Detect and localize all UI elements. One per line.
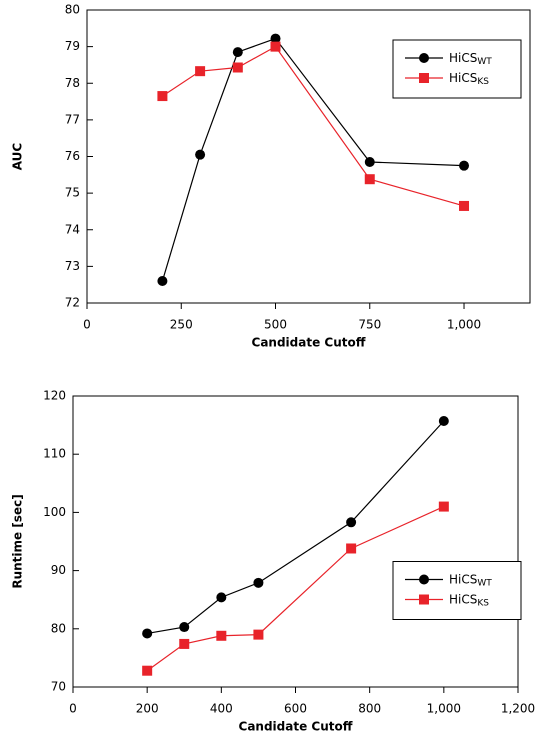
- legend-name: HiCS: [449, 71, 477, 85]
- legend-name: HiCS: [449, 592, 477, 606]
- x-tick-label: 1,000: [447, 318, 481, 332]
- x-tick-label: 200: [136, 702, 159, 716]
- legend-subscript: KS: [477, 598, 489, 608]
- series-line: [161, 37, 465, 282]
- legend-label: HiCSKS: [449, 592, 489, 608]
- x-tick-label: 1,200: [501, 702, 535, 716]
- legend-marker: [419, 73, 429, 83]
- marker: [270, 33, 281, 44]
- marker: [364, 174, 375, 185]
- legend-label: HiCSWT: [449, 572, 492, 588]
- y-tick-label: 74: [65, 222, 80, 236]
- legend-label: HiCSKS: [449, 71, 489, 87]
- y-tick-label: 76: [65, 149, 80, 163]
- marker: [216, 630, 227, 641]
- y-tick-label: 90: [51, 563, 66, 577]
- x-axis-label: Candidate Cutoff: [239, 720, 353, 734]
- legend-box: [392, 561, 522, 620]
- legend-marker: [419, 53, 429, 63]
- y-tick-label: 72: [65, 296, 80, 310]
- x-tick-label: 500: [264, 318, 287, 332]
- chart-panel: 72 73 74 75 76 77 78 79 80 0 250 500 750 1,000 Candida…: [11, 3, 531, 350]
- marker: [179, 622, 190, 633]
- marker: [253, 629, 264, 640]
- y-tick-label: 77: [65, 112, 80, 126]
- marker: [346, 517, 357, 528]
- marker: [232, 47, 243, 58]
- legend-box: [392, 39, 522, 99]
- y-axis-label: Runtime [sec]: [11, 494, 25, 588]
- legend-marker: [419, 574, 429, 585]
- marker: [195, 149, 206, 160]
- y-tick-label: 78: [65, 76, 80, 90]
- marker: [346, 543, 357, 554]
- series-line: [147, 420, 445, 635]
- legend-label: HiCSWT: [449, 51, 492, 67]
- marker: [157, 91, 168, 102]
- legend-subscript: WT: [477, 57, 492, 67]
- marker: [438, 416, 449, 427]
- marker: [438, 501, 449, 512]
- x-axis-label: Candidate Cutoff: [252, 336, 366, 350]
- y-tick-label: 80: [65, 3, 80, 17]
- y-tick-label: 73: [65, 259, 80, 273]
- y-tick-label: 79: [65, 39, 80, 53]
- x-tick-label: 600: [284, 702, 307, 716]
- legend-name: HiCS: [449, 572, 477, 586]
- marker: [459, 200, 470, 211]
- x-tick-label: 1,000: [427, 702, 461, 716]
- series-line: [162, 45, 465, 207]
- marker: [253, 577, 264, 588]
- y-tick-label: 120: [43, 389, 66, 403]
- y-tick-label: 70: [51, 680, 66, 694]
- marker: [157, 276, 168, 287]
- x-tick-label: 250: [170, 318, 193, 332]
- marker: [364, 156, 375, 167]
- chart-panel: 70 80 90 100 110 120 0 200 400 600 800 1,000 1,200 Ca…: [11, 389, 536, 734]
- marker: [216, 592, 227, 603]
- x-tick-label: 400: [210, 702, 233, 716]
- marker: [142, 628, 153, 639]
- y-tick-label: 110: [43, 447, 66, 461]
- legend-subscript: KS: [477, 77, 489, 87]
- legend-marker: [419, 594, 429, 605]
- y-tick-label: 75: [65, 186, 80, 200]
- y-tick-label: 80: [51, 621, 66, 635]
- x-tick-label: 0: [83, 318, 91, 332]
- series-line: [146, 506, 445, 672]
- x-tick-label: 750: [358, 318, 381, 332]
- marker: [179, 638, 190, 649]
- marker: [232, 62, 243, 73]
- legend-subscript: WT: [477, 578, 492, 588]
- legend-name: HiCS: [449, 51, 477, 65]
- marker: [195, 66, 206, 77]
- plot-frame: [72, 395, 519, 688]
- y-tick-label: 100: [43, 505, 66, 519]
- marker: [142, 665, 153, 676]
- marker: [270, 41, 281, 52]
- x-tick-label: 800: [358, 702, 381, 716]
- x-tick-label: 0: [69, 702, 77, 716]
- marker: [459, 160, 470, 171]
- y-axis-label: AUC: [11, 143, 25, 171]
